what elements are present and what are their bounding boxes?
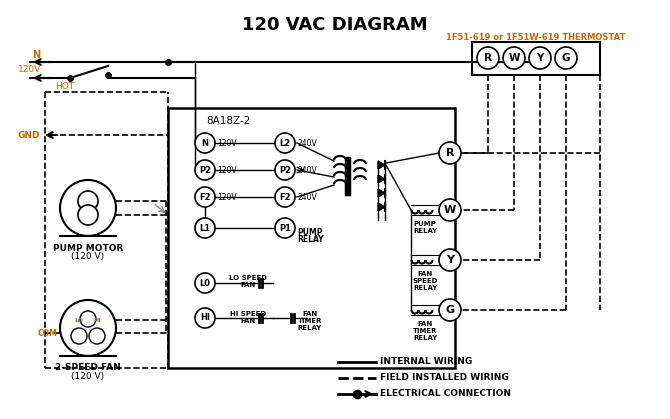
Text: HI: HI <box>93 318 100 323</box>
Text: PUMP: PUMP <box>297 228 322 236</box>
Text: 120 VAC DIAGRAM: 120 VAC DIAGRAM <box>242 16 428 34</box>
Circle shape <box>439 142 461 164</box>
Text: HI SPEED: HI SPEED <box>230 311 266 317</box>
Text: RELAY: RELAY <box>413 228 437 234</box>
Circle shape <box>78 205 98 225</box>
Bar <box>472 42 600 75</box>
Text: R: R <box>484 53 492 63</box>
Text: RELAY: RELAY <box>297 235 324 243</box>
Text: LO: LO <box>74 318 84 323</box>
Circle shape <box>275 133 295 153</box>
Text: FIELD INSTALLED WIRING: FIELD INSTALLED WIRING <box>380 373 509 383</box>
Text: 240V: 240V <box>297 139 317 147</box>
Text: R: R <box>446 148 454 158</box>
Text: (120 V): (120 V) <box>72 372 105 380</box>
Text: ELECTRICAL CONNECTION: ELECTRICAL CONNECTION <box>380 390 511 398</box>
Text: RELAY: RELAY <box>298 325 322 331</box>
Text: (120 V): (120 V) <box>72 251 105 261</box>
Text: N: N <box>202 139 208 147</box>
Circle shape <box>60 300 116 356</box>
Circle shape <box>275 187 295 207</box>
Text: N: N <box>32 50 40 60</box>
Text: 240V: 240V <box>297 192 317 202</box>
Circle shape <box>60 180 116 236</box>
Text: W: W <box>509 53 520 63</box>
Text: P2: P2 <box>279 166 291 174</box>
Text: RELAY: RELAY <box>413 285 437 291</box>
Text: RELAY: RELAY <box>413 335 437 341</box>
Text: TIMER: TIMER <box>297 318 322 324</box>
Text: P1: P1 <box>279 223 291 233</box>
Circle shape <box>195 308 215 328</box>
Circle shape <box>503 47 525 69</box>
Polygon shape <box>378 175 385 183</box>
Circle shape <box>195 160 215 180</box>
Circle shape <box>195 273 215 293</box>
Text: 120V: 120V <box>18 65 42 73</box>
Circle shape <box>195 133 215 153</box>
Circle shape <box>71 328 87 344</box>
Text: TIMER: TIMER <box>413 328 438 334</box>
Text: Y: Y <box>446 255 454 265</box>
Circle shape <box>195 187 215 207</box>
Text: W: W <box>444 205 456 215</box>
Text: PUMP MOTOR: PUMP MOTOR <box>53 243 123 253</box>
Text: HI: HI <box>200 313 210 323</box>
Text: L2: L2 <box>279 139 291 147</box>
Text: 240V: 240V <box>297 166 317 174</box>
Circle shape <box>439 199 461 221</box>
Text: 1F51-619 or 1F51W-619 THERMOSTAT: 1F51-619 or 1F51W-619 THERMOSTAT <box>446 33 626 42</box>
Circle shape <box>275 160 295 180</box>
Circle shape <box>80 311 96 327</box>
Text: HOT: HOT <box>55 82 74 91</box>
Text: Y: Y <box>536 53 543 63</box>
Text: FAN: FAN <box>417 271 433 277</box>
Circle shape <box>439 249 461 271</box>
Circle shape <box>529 47 551 69</box>
Text: FAN: FAN <box>302 311 318 317</box>
Text: GND: GND <box>18 130 40 140</box>
Text: 120V: 120V <box>217 139 237 147</box>
Polygon shape <box>378 161 385 169</box>
Text: L0: L0 <box>200 279 210 287</box>
Text: PUMP: PUMP <box>413 221 436 227</box>
Text: F2: F2 <box>279 192 291 202</box>
Polygon shape <box>378 203 385 211</box>
Text: FAN: FAN <box>241 282 256 288</box>
Text: 8A18Z-2: 8A18Z-2 <box>206 116 250 126</box>
Circle shape <box>477 47 499 69</box>
Text: 2-SPEED FAN: 2-SPEED FAN <box>55 364 121 372</box>
Circle shape <box>195 218 215 238</box>
Text: 120V: 120V <box>217 166 237 174</box>
Text: P2: P2 <box>199 166 211 174</box>
Text: 120V: 120V <box>217 192 237 202</box>
Text: FAN: FAN <box>417 321 433 327</box>
Circle shape <box>555 47 577 69</box>
Circle shape <box>78 191 98 211</box>
Text: COM: COM <box>37 328 57 337</box>
Text: INTERNAL WIRING: INTERNAL WIRING <box>380 357 472 367</box>
Text: L1: L1 <box>200 223 210 233</box>
Text: G: G <box>446 305 454 315</box>
Circle shape <box>89 328 105 344</box>
Text: G: G <box>561 53 570 63</box>
Polygon shape <box>378 189 385 197</box>
Text: SPEED: SPEED <box>412 278 438 284</box>
Bar <box>168 108 455 368</box>
Text: F2: F2 <box>199 192 211 202</box>
Circle shape <box>439 299 461 321</box>
Text: LO SPEED: LO SPEED <box>229 275 267 281</box>
Circle shape <box>275 218 295 238</box>
Text: FAN: FAN <box>241 318 256 324</box>
